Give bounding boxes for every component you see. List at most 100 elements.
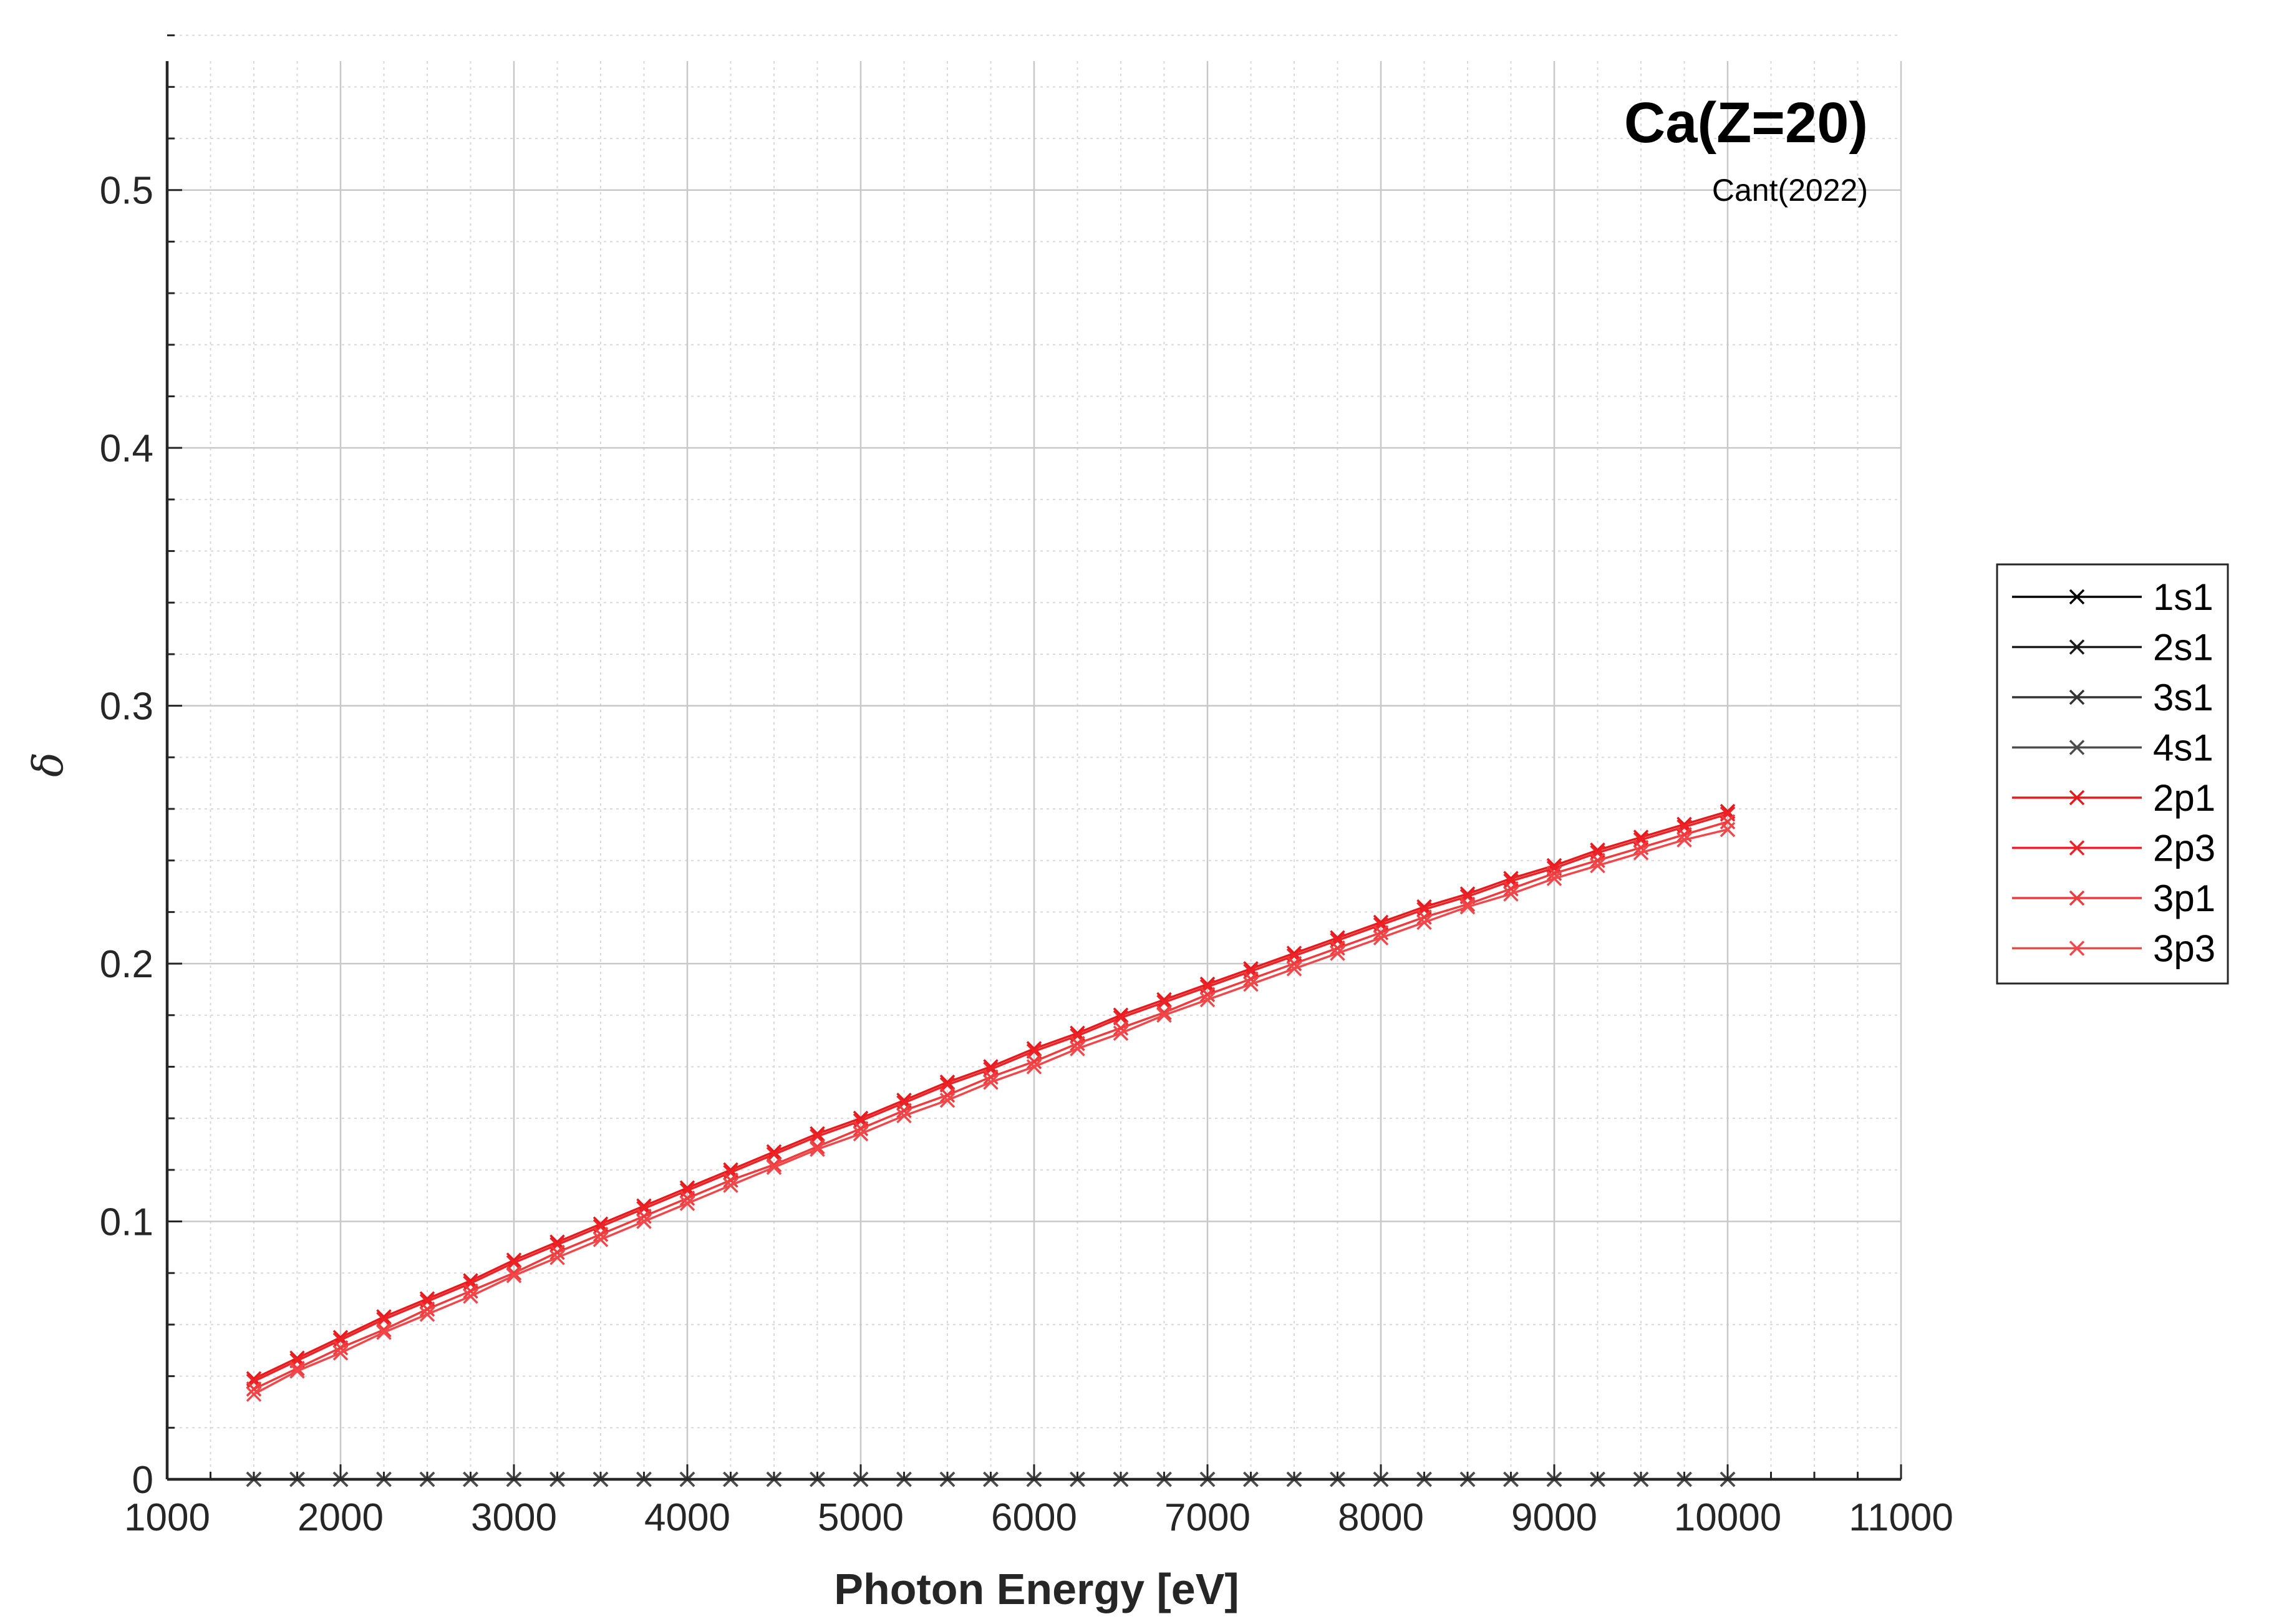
- data-point: [723, 1172, 738, 1188]
- data-point: [289, 1363, 305, 1379]
- data-point: [1373, 930, 1389, 945]
- axes: [165, 34, 1902, 1481]
- y-tick-label: 0.2: [100, 943, 153, 986]
- data-point: [636, 1214, 652, 1229]
- data-point: [332, 1340, 349, 1356]
- legend-item-2s1: 2s1: [2012, 627, 2214, 669]
- data-point: [1113, 1025, 1129, 1041]
- data-point: [1676, 832, 1692, 848]
- data-point: [1286, 961, 1302, 977]
- legend-item-1s1: 1s1: [2012, 576, 2214, 618]
- data-point: [463, 1283, 478, 1299]
- legend-marker: [2069, 689, 2085, 705]
- data-point: [1199, 992, 1216, 1008]
- legend-marker: [2069, 940, 2085, 956]
- legend-marker: [2069, 790, 2085, 806]
- data-point: [1330, 945, 1345, 961]
- data-point: [679, 1191, 695, 1206]
- legend-marker: [2069, 639, 2085, 655]
- data-point: [1156, 1007, 1172, 1023]
- y-tick-label: 0.3: [100, 685, 153, 728]
- y-tick-label: 0.5: [100, 170, 153, 213]
- data-point: [1243, 976, 1259, 992]
- legend-label: 3p3: [2153, 928, 2215, 970]
- x-tick-label: 8000: [1338, 1496, 1424, 1539]
- chart-subtitle: Cant(2022): [1712, 173, 1868, 208]
- legend-label: 4s1: [2153, 727, 2214, 769]
- y-axis-label: δ: [24, 752, 72, 777]
- y-tick-label: 0.4: [100, 427, 153, 470]
- legend-label: 2p3: [2153, 828, 2215, 869]
- legend-label: 2s1: [2153, 627, 2214, 669]
- chart-title: Ca(Z=20): [1624, 91, 1868, 155]
- legend-item-4s1: 4s1: [2012, 727, 2214, 769]
- y-tick-label: 0: [132, 1459, 153, 1502]
- x-tick-label: 4000: [644, 1496, 730, 1539]
- data-point: [853, 1121, 869, 1136]
- x-tick-label: 5000: [818, 1496, 904, 1539]
- data-point: [419, 1301, 435, 1317]
- data-point: [1026, 1053, 1042, 1070]
- legend-marker: [2069, 890, 2085, 906]
- tick-labels: 1000 2000 3000 4000 5000 6000 7000 8000 9000 1000…: [100, 170, 1953, 1539]
- data-point: [983, 1075, 999, 1090]
- data-point: [376, 1325, 392, 1340]
- data-point: [1720, 821, 1736, 838]
- x-tick-label: 7000: [1164, 1496, 1251, 1539]
- data-point: [1503, 886, 1519, 902]
- legend-item-2p3: 2p3: [2012, 828, 2215, 869]
- data-point: [549, 1244, 565, 1260]
- legend-item-3p3: 3p3: [2012, 928, 2215, 970]
- data-point: [593, 1226, 609, 1242]
- data-point: [939, 1092, 956, 1108]
- data-point: [419, 1307, 435, 1322]
- data-point: [679, 1196, 695, 1211]
- legend-marker: [2069, 840, 2085, 856]
- legend-label: 3p1: [2153, 877, 2215, 919]
- series-2p3: [246, 806, 1736, 1390]
- data-point: [506, 1268, 522, 1283]
- data-point: [593, 1232, 609, 1247]
- legend-marker: [2069, 589, 2085, 605]
- data-point: [246, 1381, 262, 1397]
- x-tick-label: 1000: [124, 1496, 210, 1539]
- x-axis-label: Photon Energy [eV]: [834, 1565, 1239, 1613]
- data-point: [896, 1108, 912, 1124]
- legend-marker: [2069, 740, 2085, 755]
- data-point: [463, 1288, 478, 1304]
- legend: 1s1 2s1 3s1 4s1 2p1 2p3 3p1 3p3: [1996, 563, 2229, 985]
- data-point: [1026, 1059, 1042, 1075]
- data-point: [853, 1126, 869, 1142]
- data-point: [332, 1345, 349, 1361]
- data-point: [1416, 914, 1432, 930]
- series-3p1: [246, 814, 1736, 1397]
- data-point: [766, 1159, 782, 1175]
- x-tick-label: 10000: [1674, 1496, 1781, 1539]
- x-tick-label: 6000: [991, 1496, 1077, 1539]
- legend-item-3s1: 3s1: [2012, 677, 2214, 718]
- data-point: [939, 1087, 956, 1103]
- legend-item-3p1: 3p1: [2012, 877, 2215, 919]
- data-point: [549, 1250, 565, 1265]
- data-point: [810, 1141, 825, 1158]
- series-3p3: [246, 821, 1736, 1402]
- data-point: [1070, 1041, 1085, 1056]
- legend-label: 1s1: [2153, 576, 2214, 618]
- data-point: [1590, 858, 1605, 874]
- legend-label: 2p1: [2153, 777, 2215, 819]
- x-tick-label: 9000: [1511, 1496, 1597, 1539]
- data-point: [1113, 1020, 1129, 1036]
- data-point: [1546, 871, 1562, 886]
- data-point: [723, 1177, 738, 1193]
- x-tick-label: 3000: [471, 1496, 557, 1539]
- legend-item-2p1: 2p1: [2012, 777, 2215, 819]
- x-tick-label: 2000: [298, 1496, 384, 1539]
- data-point: [1633, 845, 1649, 861]
- data-point: [636, 1209, 652, 1224]
- data-point: [246, 1386, 262, 1402]
- y-tick-label: 0.1: [100, 1201, 153, 1244]
- x-tick-label: 11000: [1849, 1496, 1953, 1539]
- legend-label: 3s1: [2153, 677, 2214, 718]
